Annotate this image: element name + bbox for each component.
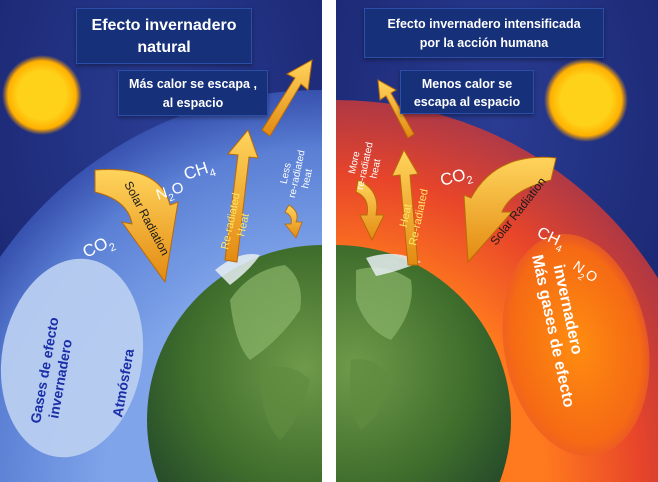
subtitle-line-2: escapa al espacio [413, 95, 521, 109]
sun-icon [2, 55, 82, 135]
reradiated-heat-arrow [224, 129, 259, 263]
continent-shape [230, 265, 301, 360]
natural-greenhouse-panel: Solar Radiation CO2 N2O CH4 Re-radiatedH… [0, 0, 322, 482]
n2o-label: N2O [154, 179, 187, 208]
title-line-2: natural [137, 39, 191, 56]
enhanced-subtitle-box: Menos calor se escapa al espacio [400, 70, 534, 114]
continent-shape [260, 366, 310, 440]
subtitle-line-1: Menos calor se [421, 77, 513, 91]
title-line-1: Efecto invernadero intensificada [387, 17, 581, 31]
continent-shape [356, 267, 412, 340]
enhanced-greenhouse-panel: Morere-radiatedheat Re-radiatedHeat CO2 … [336, 0, 658, 482]
ice-cap-shape [215, 254, 260, 285]
continent-shape [349, 359, 391, 430]
solar-radiation-arrow [94, 168, 179, 284]
enhanced-title-box: Efecto invernadero intensificada por la … [364, 8, 604, 58]
solar-radiation-arrow [463, 156, 557, 264]
enhanced-greenhouse-scene: Morere-radiatedheat Re-radiatedHeat CO2 … [336, 0, 658, 482]
less-heat-arrow [284, 204, 303, 239]
more-heat-arrow [355, 179, 385, 242]
title-line-2: por la acción humana [419, 36, 549, 50]
more-greenhouse-gases-ellipse [502, 233, 650, 457]
reradiated-heat-label: Re-radiatedHeat [219, 192, 255, 253]
title-line-1: Efecto invernadero [91, 17, 237, 34]
sun-icon [544, 58, 628, 142]
more-reradiated-heat-label: Morere-radiatedheat [344, 139, 386, 193]
natural-subtitle-box: Más calor se escapa , al espacio [118, 70, 268, 116]
panel-divider [322, 0, 336, 482]
greenhouse-gases-ellipse [0, 258, 144, 458]
escaping-heat-arrow [261, 59, 313, 137]
natural-title-box: Efecto invernadero natural [76, 8, 252, 64]
subtitle-mark: , [253, 77, 257, 91]
escaping-heat-arrow [377, 79, 415, 139]
subtitle-line-1: Más calor se escapa , [129, 77, 257, 91]
reradiated-heat-arrow [391, 148, 419, 266]
subtitle-line-2: al espacio [162, 96, 224, 110]
